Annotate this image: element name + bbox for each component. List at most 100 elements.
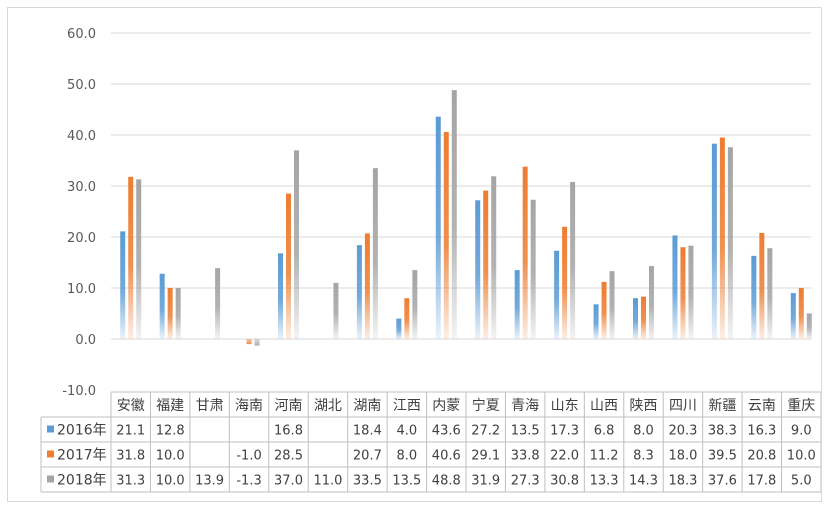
data-value-label: 14.3	[629, 474, 658, 489]
category-label: 湖南	[353, 398, 381, 414]
bar-2018年-四川	[688, 245, 694, 339]
bar-2018年-陕西	[649, 266, 654, 339]
category-label: 河南	[275, 398, 303, 414]
y-axis-tick-labels: -10.0 0.0 10.0 20.0 30.0 40.0 50.0 60.0	[62, 27, 96, 399]
data-value-label: 13.9	[195, 474, 224, 489]
category-label: 甘肃	[196, 398, 224, 414]
bar-2018年-海南	[254, 339, 260, 346]
data-value-label: 8.0	[633, 424, 654, 439]
y-tick-label: 40.0	[67, 129, 96, 144]
bar-2016年-湖南	[356, 245, 362, 339]
bar-2018年-河南	[294, 150, 299, 339]
bar-2016年-四川	[672, 235, 678, 339]
data-value-label: 33.8	[511, 449, 540, 464]
category-label: 福建	[156, 398, 184, 414]
category-label: 内蒙	[432, 398, 460, 414]
data-value-label: 37.6	[708, 474, 737, 489]
data-value-label: 38.3	[708, 424, 737, 439]
bar-2017年-湖南	[364, 233, 370, 339]
category-label: 陕西	[630, 398, 658, 414]
data-value-label: 22.0	[550, 449, 579, 464]
data-value-label: 31.9	[471, 474, 500, 489]
category-label: 湖北	[314, 398, 342, 414]
chart-frame: -10.0 0.0 10.0 20.0 30.0 40.0 50.0 60.0 安徽 福建 甘肃海…	[7, 7, 822, 502]
category-label: 海南	[235, 398, 263, 414]
data-value-label: 10.0	[787, 449, 816, 464]
category-label: 山东	[551, 398, 579, 414]
data-value-label: 39.5	[708, 449, 737, 464]
legend-swatch	[47, 450, 54, 458]
data-value-label: 43.6	[432, 424, 461, 439]
bars	[120, 90, 812, 346]
bar-2018年-内蒙	[451, 90, 457, 340]
data-value-label: 8.0	[396, 449, 417, 464]
data-value-label: 33.5	[353, 474, 382, 489]
data-value-label: 16.3	[747, 424, 776, 439]
category-label: 云南	[748, 398, 776, 414]
data-value-label: 8.3	[633, 449, 654, 464]
bar-2016年-福建	[159, 273, 165, 339]
data-value-label: 18.4	[353, 424, 382, 439]
bar-chart: -10.0 0.0 10.0 20.0 30.0 40.0 50.0 60.0 安徽 福建 甘肃海…	[40, 27, 822, 493]
data-value-label: -1.3	[236, 474, 261, 489]
data-value-label: 9.0	[791, 424, 812, 439]
data-value-label: 11.0	[313, 474, 342, 489]
bar-2017年-海南	[246, 339, 252, 345]
bar-2018年-重庆	[806, 313, 812, 339]
bar-2018年-湖北	[333, 282, 339, 339]
data-value-label: 13.5	[511, 424, 540, 439]
y-tick-label: 50.0	[67, 78, 96, 93]
data-value-label: 12.8	[156, 424, 185, 439]
y-tick-label: 0.0	[75, 333, 96, 348]
category-label: 江西	[393, 398, 421, 414]
bar-2017年-山西	[601, 281, 607, 339]
y-tick-label: 30.0	[67, 180, 96, 195]
data-value-label: 20.7	[353, 449, 382, 464]
data-value-label: 18.3	[668, 474, 697, 489]
bar-2016年-内蒙	[435, 116, 441, 339]
bar-2017年-陕西	[641, 296, 646, 339]
data-value-label: 11.2	[590, 449, 619, 464]
y-tick-label: 60.0	[67, 27, 96, 42]
bar-2017年-宁夏	[483, 190, 489, 339]
data-value-label: 48.8	[432, 474, 461, 489]
bar-2017年-重庆	[798, 288, 804, 339]
category-label: 四川	[669, 398, 697, 414]
y-tick-label: 10.0	[67, 282, 96, 297]
bar-2016年-重庆	[790, 293, 796, 339]
data-value-label: 16.8	[274, 424, 303, 439]
bar-2017年-云南	[759, 232, 765, 339]
bar-2018年-江西	[412, 270, 418, 339]
category-label: 山西	[590, 398, 618, 414]
bar-2016年-宁夏	[475, 200, 481, 339]
bar-2016年-新疆	[711, 143, 717, 339]
bar-2017年-内蒙	[443, 131, 449, 339]
data-value-label: 30.8	[550, 474, 579, 489]
bar-2018年-云南	[767, 248, 773, 339]
y-tick-label: -10.0	[62, 384, 96, 399]
data-value-label: 27.3	[511, 474, 540, 489]
category-label: 安徽	[117, 398, 145, 414]
bar-2018年-安徽	[136, 179, 142, 339]
category-label: 青海	[511, 398, 539, 414]
bar-2018年-湖南	[372, 168, 378, 339]
bar-2017年-新疆	[719, 137, 725, 339]
bar-2016年-青海	[514, 270, 520, 339]
data-value-label: 18.0	[668, 449, 697, 464]
bar-2018年-青海	[530, 199, 536, 339]
bar-2017年-福建	[167, 288, 173, 339]
bar-2016年-陕西	[633, 298, 638, 339]
bar-2016年-山东	[554, 250, 560, 339]
data-value-label: 17.8	[747, 474, 776, 489]
bar-2016年-山西	[593, 304, 599, 339]
data-value-label: 10.0	[156, 474, 185, 489]
data-value-label: 13.5	[392, 474, 421, 489]
data-value-label: 10.0	[156, 449, 185, 464]
bar-2017年-山东	[562, 226, 568, 339]
data-value-label: 28.5	[274, 449, 303, 464]
bar-2016年-云南	[751, 255, 757, 339]
data-value-label: 29.1	[471, 449, 500, 464]
data-table: 安徽 福建 甘肃 海南 河南 湖北 湖南 江西 内蒙 宁夏 青海 山东 山西 陕西 四川 新疆 云南 重庆 2016…	[40, 391, 822, 493]
data-value-label: 4.0	[396, 424, 417, 439]
data-value-label: 5.0	[791, 474, 812, 489]
